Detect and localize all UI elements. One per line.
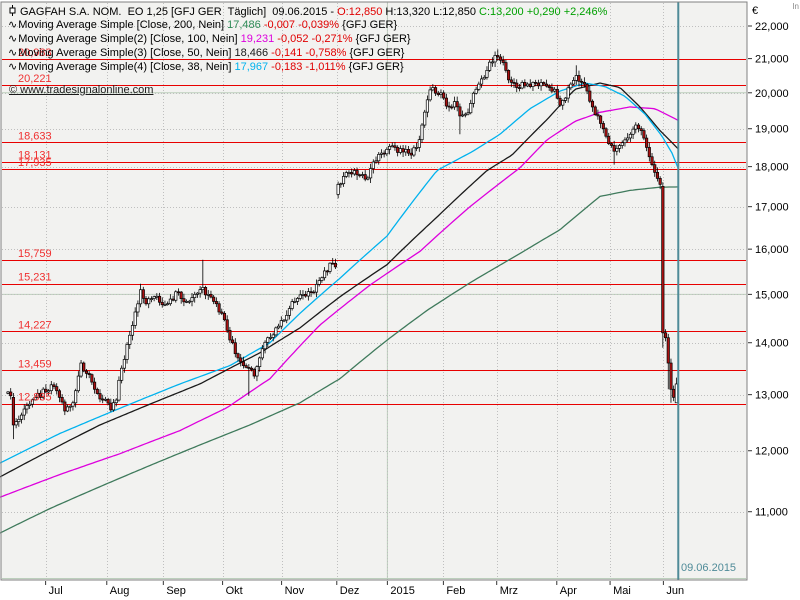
- corner-watermark: In: [792, 2, 799, 11]
- ma-line-sma-100: [0, 106, 679, 498]
- x-axis-label: Mai: [613, 585, 631, 597]
- legend-value: 17,967: [234, 61, 269, 73]
- x-axis-label: Okt: [226, 585, 243, 597]
- y-axis-label: 21,000: [755, 54, 789, 66]
- legend-value: 18,466: [234, 47, 269, 59]
- x-axis-label: Jul: [49, 585, 63, 597]
- date-marker-label: 09.06.2015: [681, 562, 737, 574]
- level-label: 15,231: [18, 272, 52, 284]
- wave-icon: ∿: [8, 47, 18, 59]
- candlestick-icon: [9, 5, 16, 20]
- ma-line-sma-38: [0, 82, 679, 464]
- level-label: 20,221: [18, 73, 52, 85]
- level-label: 13,459: [18, 358, 52, 370]
- wave-icon: ∿: [8, 19, 18, 31]
- moving-average-lines: [0, 82, 679, 534]
- legend-value: 19,231: [240, 33, 275, 45]
- legend-suffix: {GFJ GER}: [342, 19, 398, 31]
- instrument-title: GAGFAH S.A. NOM. EO 1,25 [GFJ GER Täglic…: [9, 5, 607, 20]
- x-axis-label: Apr: [560, 585, 577, 597]
- legend-value: 17,486: [227, 19, 261, 31]
- legend-item-ma200: ∿Moving Average Simple [Close, 200, Nein…: [8, 19, 397, 32]
- legend-change: -0,141 -0,758%: [268, 47, 350, 59]
- currency-symbol: €: [752, 5, 758, 17]
- x-axis-label: Jun: [666, 585, 684, 597]
- x-axis-label: 2015: [390, 585, 414, 597]
- y-axis-label: 11,000: [755, 507, 788, 519]
- x-axis-label: Dez: [340, 585, 360, 597]
- legend-suffix: {GFJ GER}: [355, 33, 411, 45]
- legend-name: Moving Average Simple(3) [Close, 50, Nei…: [18, 47, 235, 59]
- legend-change: -0,183 -1,011%: [268, 61, 349, 73]
- title-close-change: C:13,200 +0,290 +2,246%: [479, 6, 608, 18]
- title-highlow-values: H:13,320 L:12,850: [385, 6, 479, 18]
- y-axis-label: 16,000: [755, 244, 789, 256]
- y-axis-label: 12,000: [755, 446, 789, 458]
- y-axis-label: 18,000: [755, 162, 789, 174]
- x-axis-label: Nov: [285, 585, 305, 597]
- wave-icon: ∿: [8, 33, 18, 45]
- x-axis-label: Mrz: [500, 585, 518, 597]
- y-axis: €22,000 21,000 20,000 19,000 18,000 17,000 16,…: [748, 5, 789, 519]
- legend-item-ma50: ∿Moving Average Simple(3) [Close, 50, Ne…: [8, 47, 405, 60]
- legend-change: -0,052 -0,271%: [274, 33, 356, 45]
- x-axis-label: Aug: [110, 585, 130, 597]
- y-axis-label: 20,000: [755, 88, 789, 100]
- title-text: GAGFAH S.A. NOM. EO 1,25 [GFJ GER Täglic…: [20, 6, 338, 18]
- copyright-watermark: © www.tradesignalonline.com: [9, 84, 154, 96]
- level-label: 18,131: [18, 150, 52, 162]
- legend-suffix: {GFJ GER}: [348, 61, 404, 73]
- level-label: 17,935: [18, 157, 52, 169]
- x-axis-label: Sep: [166, 585, 186, 597]
- legend-item-ma38: ∿Moving Average Simple(4) [Close, 38, Ne…: [8, 61, 404, 74]
- y-axis-label: 19,000: [755, 124, 789, 136]
- legend-suffix: {GFJ GER}: [349, 47, 405, 59]
- level-label: 18,633: [18, 130, 52, 142]
- legend-name: Moving Average Simple [Close, 200, Nein]: [18, 19, 228, 31]
- legend-name: Moving Average Simple(4) [Close, 38, Nei…: [18, 61, 235, 73]
- plot-background: [1, 2, 747, 580]
- title-open-value: O:12,850: [337, 6, 386, 18]
- plot-frame: [0, 1, 748, 581]
- ma-line-sma-200: [0, 186, 679, 534]
- y-axis-label: 14,000: [755, 338, 789, 350]
- wave-icon: ∿: [8, 61, 18, 73]
- legend-change: -0,007 -0,039%: [260, 19, 343, 31]
- y-axis-label: 13,000: [755, 390, 789, 402]
- legend-name: Moving Average Simple(2) [Close, 100, Ne…: [18, 33, 241, 45]
- x-axis-label: Feb: [446, 585, 465, 597]
- x-axis: Jul Aug Sep Okt Nov Dez 2015 Feb Mrz Apr Mai Jun: [45, 581, 684, 597]
- y-axis-label: 17,000: [755, 202, 789, 214]
- candles-layer: [6, 49, 678, 440]
- level-label: 15,759: [18, 248, 52, 260]
- level-label: 14,227: [18, 319, 52, 331]
- legend-item-ma100: ∿Moving Average Simple(2) [Close, 100, N…: [8, 33, 411, 46]
- level-label: 12,835: [18, 392, 52, 404]
- y-axis-label: 22,000: [755, 21, 789, 33]
- y-axis-label: 15,000: [755, 289, 789, 301]
- level-label: 20,983: [18, 47, 52, 59]
